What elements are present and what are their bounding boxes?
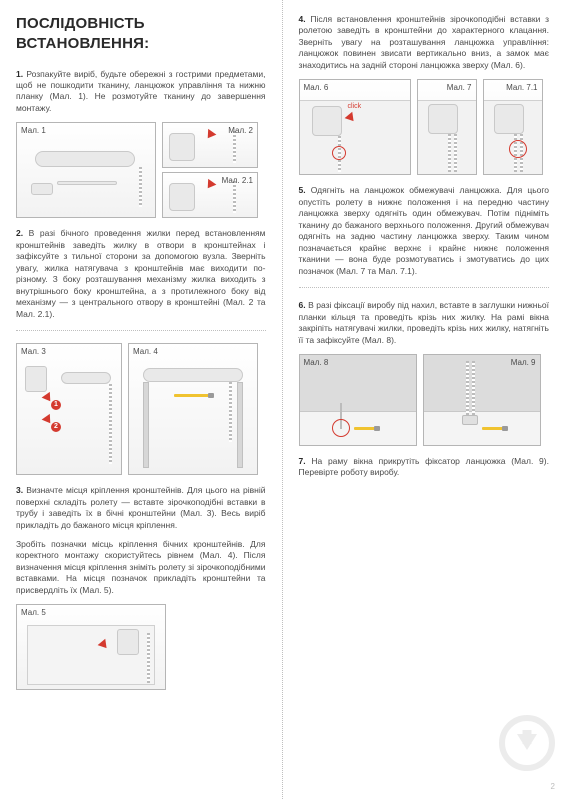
fig-row-5: Мал. 8 Мал. 9 xyxy=(299,354,550,446)
step-2-num: 2. xyxy=(16,228,23,238)
step-4-num: 4. xyxy=(299,14,306,24)
figure-1: Мал. 1 xyxy=(16,122,156,218)
figure-3: Мал. 3 1 2 xyxy=(16,343,122,475)
step-7-num: 7. xyxy=(299,456,306,466)
step-6-body: В разі фіксації виробу під нахил, вставт… xyxy=(299,300,550,344)
step-6-text: 6. В разі фіксації виробу під нахил, вст… xyxy=(299,300,550,346)
badge-1: 1 xyxy=(51,400,61,410)
figure-2-1-label: Мал. 2.1 xyxy=(222,176,253,187)
figure-8-label: Мал. 8 xyxy=(304,358,329,369)
step-5-num: 5. xyxy=(299,185,306,195)
figure-7-1-label: Мал. 7.1 xyxy=(506,83,537,94)
page-number: 2 xyxy=(551,782,555,793)
figure-3-label: Мал. 3 xyxy=(21,347,46,358)
step-3-text-b: Зробіть позначки місць кріплення бічних … xyxy=(16,539,266,596)
fig-row-1: Мал. 1 Мал. 2 Мал. 2.1 xyxy=(16,122,266,218)
step-4-body: Після встановлення кронштейнів зірочкопо… xyxy=(299,14,550,70)
figure-6: Мал. 6 click xyxy=(299,79,411,175)
step-2-body: В разі бічного проведення жилки перед вс… xyxy=(16,228,266,318)
step-1-text: 1. Розпакуйте виріб, будьте обережні з г… xyxy=(16,69,266,115)
fig-row-3: Мал. 5 xyxy=(16,604,266,690)
figure-8: Мал. 8 xyxy=(299,354,417,446)
step-7-body: На раму вікна прикрутіть фіксатор ланцюж… xyxy=(299,456,549,477)
figure-4-label: Мал. 4 xyxy=(133,347,158,358)
step-2-text: 2. В разі бічного проведення жилки перед… xyxy=(16,228,266,320)
figure-5: Мал. 5 xyxy=(16,604,166,690)
step-5-text: 5. Одягніть на ланцюжок обмежувачі ланцю… xyxy=(299,185,550,277)
figure-5-label: Мал. 5 xyxy=(21,608,46,619)
step-4-text: 4. Після встановлення кронштейнів зірочк… xyxy=(299,14,550,71)
step-7-text: 7. На раму вікна прикрутіть фіксатор лан… xyxy=(299,456,550,479)
figure-6-label: Мал. 6 xyxy=(304,83,329,94)
figure-2-1: Мал. 2.1 xyxy=(162,172,258,218)
page-title: ПОСЛІДОВНІСТЬ ВСТАНОВЛЕННЯ: xyxy=(16,14,266,55)
right-column: 4. Після встановлення кронштейнів зірочк… xyxy=(283,0,565,799)
figure-1-label: Мал. 1 xyxy=(21,126,46,137)
step-3-body-a: Визначте місця кріплення кронштейнів. Дл… xyxy=(16,485,266,529)
badge-2: 2 xyxy=(51,422,61,432)
step-6-num: 6. xyxy=(299,300,306,310)
figure-7: Мал. 7 xyxy=(417,79,477,175)
step-5-body: Одягніть на ланцюжок обмежувачі ланцюжка… xyxy=(299,185,550,275)
divider-left xyxy=(16,330,266,331)
figure-4: Мал. 4 xyxy=(128,343,258,475)
page: ПОСЛІДОВНІСТЬ ВСТАНОВЛЕННЯ: 1. Розпакуйт… xyxy=(0,0,565,799)
step-3-num: 3. xyxy=(16,485,23,495)
step-1-body: Розпакуйте виріб, будьте обережні з гост… xyxy=(16,69,266,113)
divider-right xyxy=(299,287,550,288)
step-3-text-a: 3. Визначте місця кріплення кронштейнів.… xyxy=(16,485,266,531)
watermark-icon xyxy=(499,715,555,771)
figure-9-label: Мал. 9 xyxy=(511,358,536,369)
figure-7-label: Мал. 7 xyxy=(447,83,472,94)
figure-9: Мал. 9 xyxy=(423,354,541,446)
figure-2: Мал. 2 xyxy=(162,122,258,168)
figure-2-label: Мал. 2 xyxy=(228,126,253,137)
figure-7-1: Мал. 7.1 xyxy=(483,79,543,175)
click-label: click xyxy=(348,102,362,111)
step-1-num: 1. xyxy=(16,69,23,79)
left-column: ПОСЛІДОВНІСТЬ ВСТАНОВЛЕННЯ: 1. Розпакуйт… xyxy=(0,0,283,799)
fig-row-4: Мал. 6 click Мал. 7 Мал. 7.1 xyxy=(299,79,550,175)
fig-row-2: Мал. 3 1 2 Мал. 4 xyxy=(16,343,266,475)
